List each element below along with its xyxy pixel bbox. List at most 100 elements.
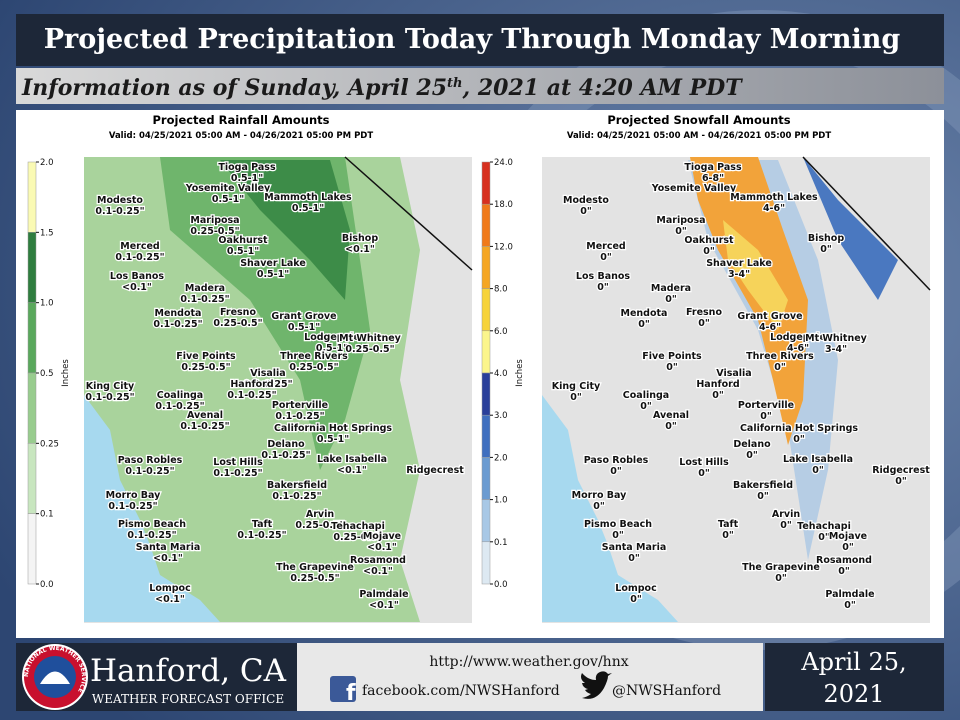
place-amount: 0": [570, 392, 582, 403]
legend-swatch: [481, 457, 491, 500]
place-amount: 0": [580, 206, 592, 217]
place-name: Madera: [651, 283, 691, 294]
place-name: Mammoth Lakes: [730, 192, 818, 203]
title-bar: [16, 14, 944, 66]
url[interactable]: http://www.weather.gov/hnx: [429, 654, 628, 670]
legend-tick-label: 2.0: [494, 453, 508, 463]
place-amount: 0.1-0.25": [153, 319, 202, 330]
place-amount: 0": [757, 491, 769, 502]
office-label: WEATHER FORECAST OFFICE: [92, 692, 284, 706]
place-name: Bishop: [342, 233, 378, 244]
place-amount: 0.1-0.25": [115, 252, 164, 263]
place-amount: 0.25-0.5": [345, 344, 394, 355]
place-amount: 0": [728, 379, 740, 390]
place-amount: 4-6": [759, 322, 781, 333]
place-name: Mt Whitney: [339, 333, 402, 344]
place-name: Tioga Pass: [218, 162, 276, 173]
title: Projected Precipitation Today Through Mo…: [44, 24, 901, 55]
place-amount: 0": [593, 501, 605, 512]
place-amount: <0.1": [155, 594, 185, 605]
legend-tick-label: 8.0: [494, 285, 508, 295]
place-name: Bishop: [808, 233, 844, 244]
facebook[interactable]: facebook.com/NWSHanford: [362, 683, 560, 699]
place-name: Arvin: [772, 509, 800, 520]
place-amount: 0": [793, 434, 805, 445]
place-name: Delano: [733, 439, 771, 450]
legend-title: Inches: [515, 359, 525, 387]
place-amount: 0.5-1": [227, 246, 259, 257]
place-amount: 0": [628, 553, 640, 564]
office-city: Hanford, CA: [90, 653, 287, 689]
place-amount: 0.1-0.25": [108, 501, 157, 512]
place-amount: 0.1-0.25": [237, 530, 286, 541]
legend-swatch: [481, 203, 491, 247]
place-name: Bakersfield: [733, 480, 793, 491]
legend-tick-label: 2.0: [40, 158, 54, 168]
legend-swatch: [481, 499, 491, 543]
place-amount: 0": [760, 411, 772, 422]
place-amount: 4-6": [763, 203, 785, 214]
place-name: Mariposa: [656, 215, 705, 226]
place-name: Lake Isabella: [783, 454, 853, 465]
legend-tick-label: 0.0: [494, 580, 508, 590]
legend-swatch: [481, 246, 491, 289]
subtitle-sup: th: [447, 76, 462, 91]
place-name: Los Banos: [110, 271, 164, 282]
place-name: Lake Isabella: [317, 454, 387, 465]
place-name: Mariposa: [190, 215, 239, 226]
place-name: Lompoc: [149, 583, 190, 594]
legend-title: Inches: [61, 359, 71, 387]
date-box: [765, 643, 944, 711]
ocean: [542, 395, 678, 622]
place-name: Hanford: [696, 379, 739, 390]
place-amount: 0": [812, 465, 824, 476]
twitter[interactable]: @NWSHanford: [612, 683, 721, 699]
place-name: Madera: [185, 283, 225, 294]
place-name: The Grapevine: [276, 562, 354, 573]
place-amount: 0": [610, 466, 622, 477]
place-amount: <0.1": [367, 542, 397, 553]
place-amount: 6-8": [702, 173, 724, 184]
place-name: King City: [552, 381, 601, 392]
place-amount: 0.1-0.25": [272, 491, 321, 502]
place-amount: 0": [698, 468, 710, 479]
place-name: Taft: [252, 519, 273, 530]
legend-swatch: [27, 513, 37, 585]
legend-tick-label: 12.0: [494, 242, 513, 252]
state-border: [344, 156, 473, 271]
place-name: Grant Grove: [737, 311, 802, 322]
place-amount: <0.1": [337, 465, 367, 476]
legend-tick-label: 1.0: [494, 496, 508, 506]
place-name: Rosamond: [816, 555, 872, 566]
place-amount: 3-4": [728, 269, 750, 280]
place-name: Yosemite Valley: [185, 183, 271, 194]
place-amount: 3-4": [825, 344, 847, 355]
place-amount: 0": [600, 252, 612, 263]
snow-orange: [690, 157, 808, 445]
place-amount: 0": [630, 594, 642, 605]
legend-swatch: [27, 443, 37, 514]
place-name: Pismo Beach: [584, 519, 652, 530]
legend-tick-label: 24.0: [494, 158, 513, 168]
place-amount: <0.1": [369, 600, 399, 611]
place-name: Morro Bay: [572, 490, 628, 501]
place-name: Morro Bay: [106, 490, 162, 501]
place-name: Lodgepole: [770, 332, 826, 343]
facebook-glyph: f: [346, 681, 356, 706]
place-name: Arvin: [306, 509, 334, 520]
place-name: Paso Robles: [584, 455, 649, 466]
place-amount: 0.25-0.5": [190, 226, 239, 237]
place-amount: 0": [844, 600, 856, 611]
place-name: Rosamond: [350, 555, 406, 566]
place-amount: 0": [722, 530, 734, 541]
legend-tick-label: 0.0: [40, 580, 54, 590]
place-name: Lodgepole: [304, 332, 360, 343]
map-title: Projected Rainfall Amounts: [153, 113, 330, 127]
place-name: Coalinga: [623, 390, 669, 401]
subtitle: Information as of Sunday, April 25th, 20…: [21, 75, 743, 101]
place-amount: 0.1-0.25": [180, 421, 229, 432]
place-name: California Hot Springs: [274, 423, 392, 434]
place-name: King City: [86, 381, 135, 392]
legend-tick-label: 18.0: [494, 200, 513, 210]
